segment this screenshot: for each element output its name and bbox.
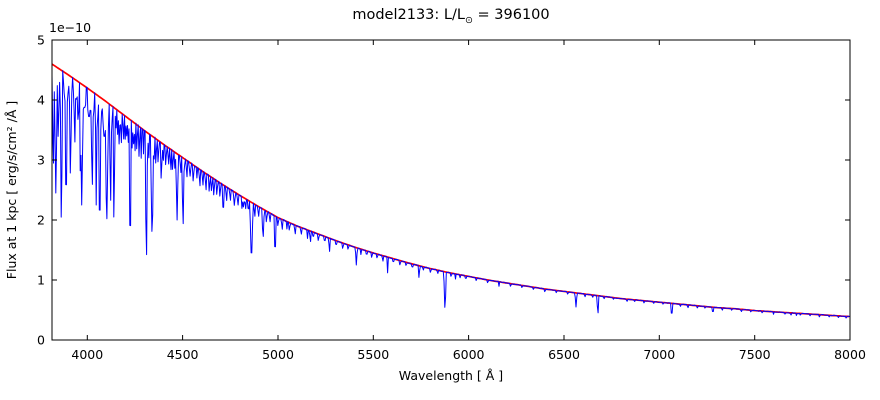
x-tick-label: 7500 [739, 347, 771, 362]
axes-frame [51, 39, 851, 341]
x-tick-label: 7000 [643, 347, 675, 362]
x-tick-label: 4000 [71, 347, 103, 362]
x-tick-label: 6500 [548, 347, 580, 362]
plot-title-value: = 396100 [472, 7, 550, 23]
sun-symbol: ⊙ [464, 14, 473, 26]
y-tick-label: 2 [37, 213, 45, 228]
x-tick-label: 4500 [167, 347, 199, 362]
y-axis-offset-label: 1e−10 [49, 20, 92, 35]
x-tick-label: 8000 [834, 347, 866, 362]
x-axis-label: Wavelength [ Å ] [399, 368, 503, 383]
y-tick-label: 3 [37, 153, 45, 168]
plot-title: model2133: L/L⊙ = 396100 [52, 7, 850, 26]
y-tick-label: 1 [37, 273, 45, 288]
y-tick-label: 0 [37, 333, 45, 348]
y-tick-label: 5 [37, 33, 45, 48]
y-tick-label: 4 [37, 93, 45, 108]
x-tick-label: 5000 [262, 347, 294, 362]
x-tick-label: 6000 [453, 347, 485, 362]
spectrum-line [52, 70, 850, 319]
continuum-fit-line [52, 63, 850, 318]
x-tick-label: 5500 [357, 347, 389, 362]
y-axis-label: Flux at 1 kpc [ erg/s/cm² /Å ] [4, 101, 19, 279]
plot-title-text: model2133: L/L [352, 7, 465, 23]
